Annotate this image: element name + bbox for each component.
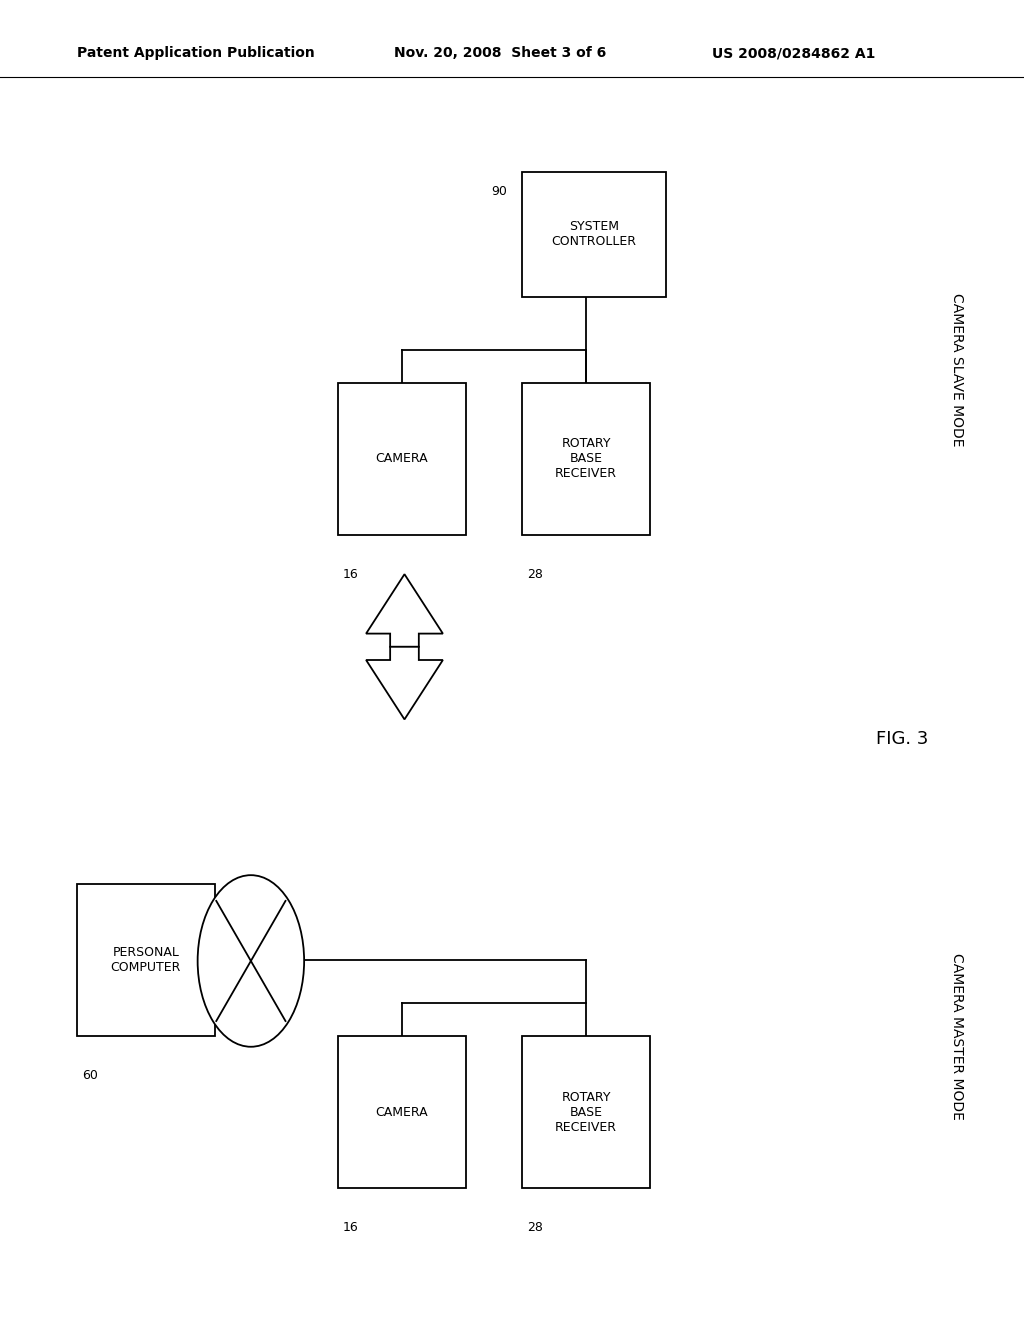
Text: ROTARY
BASE
RECEIVER: ROTARY BASE RECEIVER [555, 1090, 617, 1134]
Text: CAMERA SLAVE MODE: CAMERA SLAVE MODE [950, 293, 965, 446]
Text: CAMERA: CAMERA [376, 453, 428, 465]
Bar [338, 1036, 466, 1188]
FancyArrow shape [367, 574, 442, 647]
Bar [338, 383, 466, 535]
Text: 90: 90 [492, 185, 508, 198]
FancyArrow shape [367, 647, 442, 719]
Text: 28: 28 [527, 1221, 544, 1234]
Text: US 2008/0284862 A1: US 2008/0284862 A1 [712, 46, 876, 61]
Bar [77, 884, 215, 1036]
Text: 28: 28 [527, 568, 544, 581]
Text: FIG. 3: FIG. 3 [876, 730, 928, 748]
Text: SYSTEM
CONTROLLER: SYSTEM CONTROLLER [551, 220, 637, 248]
Text: Patent Application Publication: Patent Application Publication [77, 46, 314, 61]
Text: CAMERA: CAMERA [376, 1106, 428, 1118]
Text: 16: 16 [343, 568, 358, 581]
Bar [522, 172, 666, 297]
Text: ROTARY
BASE
RECEIVER: ROTARY BASE RECEIVER [555, 437, 617, 480]
Text: 60: 60 [82, 1069, 98, 1082]
Text: PERSONAL
COMPUTER: PERSONAL COMPUTER [111, 946, 181, 974]
Text: Nov. 20, 2008  Sheet 3 of 6: Nov. 20, 2008 Sheet 3 of 6 [394, 46, 606, 61]
Bar [522, 383, 650, 535]
Text: 16: 16 [343, 1221, 358, 1234]
Ellipse shape [198, 875, 304, 1047]
Text: CAMERA MASTER MODE: CAMERA MASTER MODE [950, 953, 965, 1119]
Bar [522, 1036, 650, 1188]
